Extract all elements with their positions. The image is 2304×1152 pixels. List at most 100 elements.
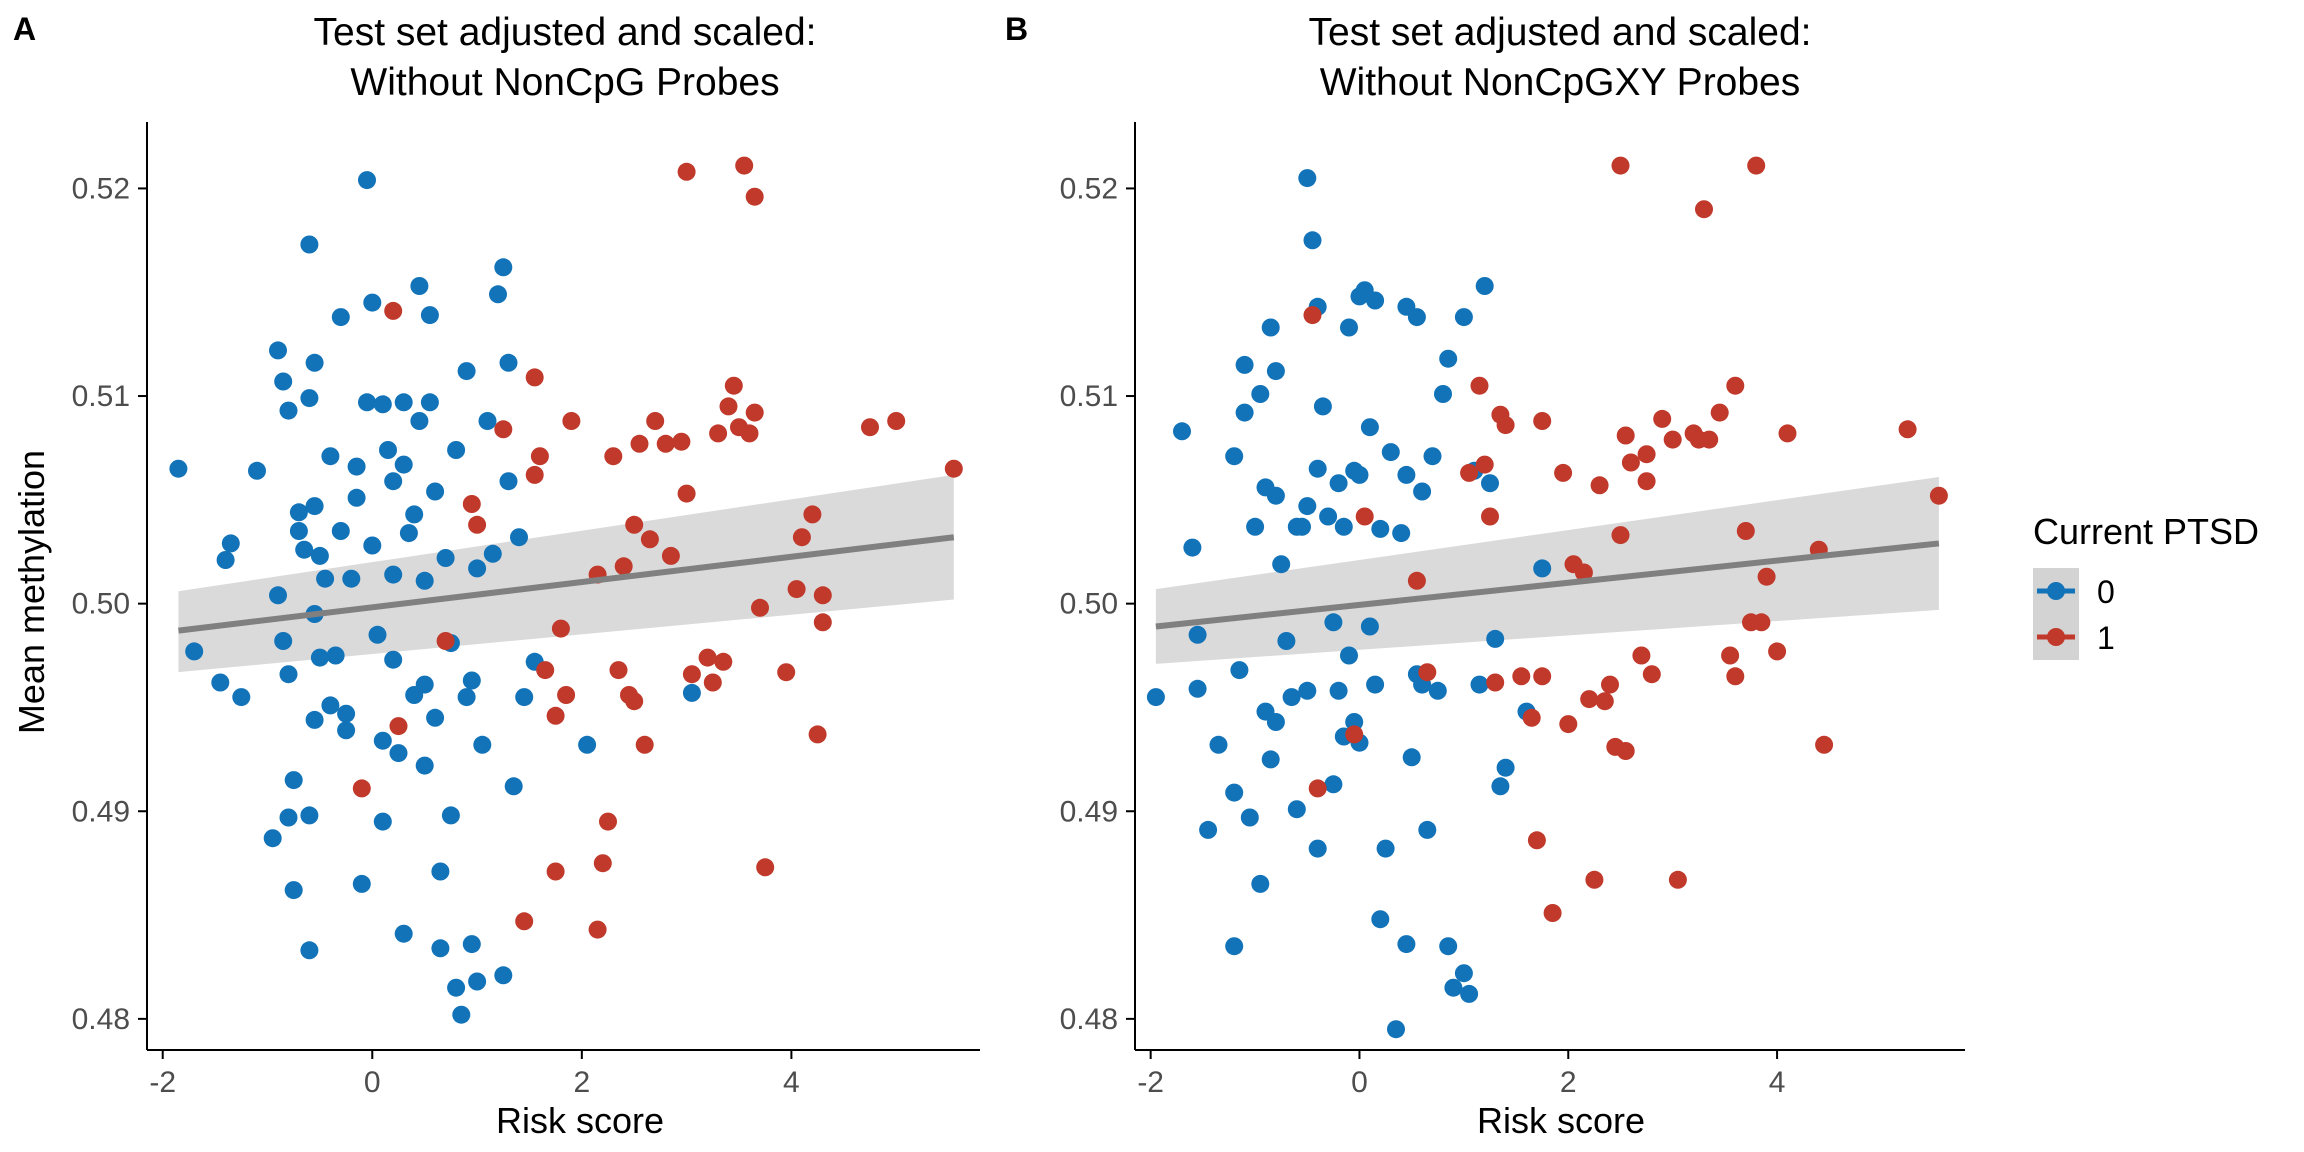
scatter-point-group-0	[295, 540, 314, 559]
scatter-point-group-0	[310, 546, 329, 565]
scatter-point-group-0	[1225, 783, 1244, 802]
scatter-point-group-0	[499, 472, 518, 491]
scatter-point-group-1	[640, 530, 659, 549]
scatter-point-group-1	[677, 484, 696, 503]
scatter-point-group-0	[211, 673, 230, 692]
scatter-point-group-0	[1225, 447, 1244, 466]
scatter-point-group-1	[588, 920, 607, 939]
scatter-point-group-0	[1240, 808, 1259, 827]
scatter-point-group-1	[1522, 708, 1541, 727]
scatter-point-group-0	[1418, 820, 1437, 839]
scatter-point-group-0	[1434, 385, 1452, 403]
scatter-point-group-0	[248, 461, 266, 480]
scatter-point-group-0	[384, 565, 403, 584]
scatter-point-group-0	[1402, 748, 1421, 767]
x-tick-label: -2	[149, 1066, 176, 1099]
scatter-point-group-0	[331, 522, 350, 540]
scatter-point-group-0	[515, 688, 534, 707]
scatter-point-group-0	[457, 362, 476, 381]
scatter-point-group-0	[342, 569, 361, 588]
scatter-point-group-1	[1695, 200, 1713, 219]
scatter-point-group-1	[551, 619, 570, 638]
panel-a-title-line2: Without NonCpG Probes	[350, 61, 779, 104]
scatter-point-group-1	[625, 515, 644, 534]
scatter-point-group-0	[394, 455, 413, 474]
scatter-point-group-0	[1423, 447, 1442, 466]
scatter-point-group-0	[1486, 629, 1505, 648]
scatter-point-group-0	[447, 978, 466, 997]
scatter-point-group-1	[530, 447, 549, 466]
panel-b-title-line1: Test set adjusted and scaled:	[1309, 11, 1812, 54]
scatter-point-group-0	[300, 389, 319, 408]
scatter-point-group-0	[457, 688, 476, 707]
scatter-point-group-1	[944, 459, 963, 478]
scatter-point-group-1	[698, 648, 717, 667]
scatter-point-group-0	[1454, 308, 1473, 327]
scatter-point-group-0	[389, 744, 408, 763]
x-tick-label: -2	[1137, 1066, 1164, 1099]
scatter-point-group-1	[1574, 563, 1593, 582]
legend-title: Current PTSD	[2033, 511, 2259, 552]
scatter-point-group-1	[646, 412, 665, 430]
scatter-point-group-1	[714, 652, 733, 671]
scatter-point-group-0	[358, 171, 376, 190]
scatter-point-group-0	[1183, 538, 1202, 557]
scatter-point-group-1	[1355, 507, 1374, 526]
scatter-point-group-0	[269, 341, 287, 360]
scatter-point-group-0	[300, 806, 319, 825]
legend-label-0: 0	[2097, 574, 2115, 610]
scatter-point-group-0	[478, 412, 497, 430]
scatter-point-group-0	[221, 534, 240, 553]
scatter-point-group-1	[525, 368, 544, 387]
scatter-point-group-1	[1616, 742, 1635, 760]
y-tick-label: 0.49	[1060, 795, 1118, 828]
y-tick-label: 0.52	[72, 172, 130, 205]
scatter-point-group-0	[468, 972, 487, 991]
scatter-point-group-0	[1308, 459, 1327, 478]
scatter-point-group-0	[426, 708, 445, 727]
scatter-point-group-0	[337, 704, 356, 723]
scatter-point-group-1	[557, 686, 576, 704]
scatter-point-group-0	[399, 524, 418, 543]
scatter-point-group-0	[379, 441, 397, 459]
scatter-point-group-1	[562, 412, 581, 430]
scatter-point-group-1	[709, 424, 728, 443]
panel-a-title-line1: Test set adjusted and scaled:	[314, 11, 817, 54]
scatter-point-group-0	[494, 258, 513, 277]
scatter-point-group-1	[787, 580, 806, 599]
scatter-point-group-1	[525, 465, 544, 484]
panel-b-xlabel: Risk score	[1477, 1100, 1645, 1141]
scatter-point-group-0	[1251, 874, 1270, 893]
fit-confidence-band	[178, 474, 954, 673]
panel-a-plot-area: -2 0 2 4 0.48 0.49 0.50 0.51 0.52	[72, 122, 980, 1099]
scatter-point-group-0	[415, 675, 434, 694]
scatter-point-group-0	[305, 353, 324, 372]
scatter-point-group-0	[1272, 555, 1291, 574]
scatter-point-group-1	[1768, 642, 1787, 661]
scatter-point-group-1	[468, 515, 487, 534]
scatter-point-group-0	[384, 472, 403, 491]
panel-a-ylabel: Mean methylation	[11, 450, 52, 734]
scatter-point-group-1	[494, 420, 513, 439]
scatter-point-group-1	[1747, 156, 1766, 175]
scatter-point-group-0	[1387, 1020, 1405, 1039]
scatter-point-group-0	[1298, 169, 1317, 188]
scatter-point-group-1	[740, 424, 759, 443]
scatter-point-group-0	[1293, 517, 1311, 536]
scatter-point-group-1	[1611, 526, 1630, 545]
scatter-point-group-0	[1329, 681, 1348, 700]
scatter-point-group-1	[1308, 779, 1327, 798]
scatter-point-group-1	[792, 528, 811, 547]
scatter-point-group-0	[274, 372, 293, 391]
scatter-point-group-1	[599, 812, 617, 831]
scatter-point-group-0	[289, 522, 308, 540]
scatter-point-group-0	[1235, 355, 1254, 374]
scatter-point-group-0	[316, 569, 335, 588]
scatter-point-group-0	[1407, 308, 1426, 327]
scatter-point-group-0	[1277, 632, 1296, 650]
scatter-point-group-0	[289, 503, 308, 522]
x-tick-label: 0	[1351, 1066, 1368, 1099]
scatter-point-group-0	[420, 393, 439, 412]
scatter-point-group-0	[1298, 681, 1317, 700]
